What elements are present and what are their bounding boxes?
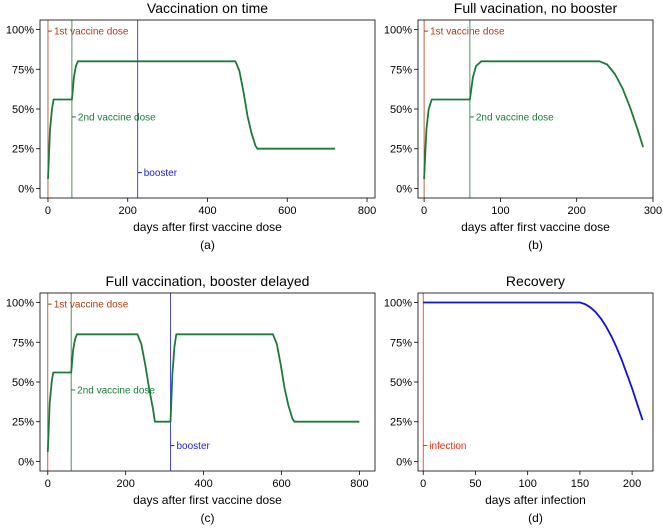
x-tick-label: 600 <box>272 478 290 490</box>
x-tick-label: 400 <box>198 205 216 217</box>
series-line <box>423 60 644 179</box>
chart-title: Full vacination, no booster <box>454 0 618 16</box>
y-tick-label: 25% <box>390 417 412 429</box>
y-tick-label: 100% <box>384 298 412 310</box>
chart-title: Recovery <box>506 273 565 289</box>
x-axis-label: days after first vaccine dose <box>133 220 282 234</box>
x-tick-label: 200 <box>623 478 641 490</box>
y-tick-label: 0% <box>18 456 34 468</box>
y-tick-label: 25% <box>390 144 412 156</box>
x-axis-label: days after infection <box>485 493 586 507</box>
chart-panel-1: Full vacination, no booster 1st vaccine d… <box>384 0 662 252</box>
y-tick-label: 0% <box>396 456 412 468</box>
y-tick-label: 100% <box>6 25 34 37</box>
y-tick-label: 25% <box>12 417 34 429</box>
y-tick-label: 100% <box>384 25 412 37</box>
y-tick-label: 50% <box>390 104 412 116</box>
x-axis-label: days after first vaccine dose <box>461 220 610 234</box>
chart-panel-0: Vaccination on time 1st vaccine dose 2nd v… <box>6 0 376 252</box>
marker-label: booster <box>144 168 178 179</box>
y-tick-label: 50% <box>390 377 412 389</box>
panel-label: (b) <box>528 238 543 252</box>
x-tick-label: 50 <box>469 478 481 490</box>
y-tick-label: 75% <box>390 337 412 349</box>
marker-label: 1st vaccine dose <box>54 300 129 311</box>
panel-label: (a) <box>200 238 215 252</box>
series-line <box>47 60 336 179</box>
chart-panel-2: Full vaccination, booster delayed 1st vac… <box>6 273 376 525</box>
chart-title: Vaccination on time <box>147 0 268 16</box>
y-tick-label: 75% <box>12 64 34 76</box>
x-tick-label: 100 <box>491 205 509 217</box>
x-tick-label: 0 <box>420 478 426 490</box>
x-tick-label: 600 <box>278 205 296 217</box>
x-tick-label: 0 <box>45 205 51 217</box>
plot-frame <box>417 19 654 199</box>
marker-label: infection <box>429 441 466 452</box>
y-tick-label: 75% <box>12 337 34 349</box>
y-tick-label: 50% <box>12 104 34 116</box>
marker-label: 2nd vaccine dose <box>78 112 156 123</box>
x-tick-label: 200 <box>119 205 137 217</box>
marker-label: 1st vaccine dose <box>430 27 505 38</box>
chart-title: Full vaccination, booster delayed <box>106 273 310 289</box>
x-axis-label: days after first vaccine dose <box>133 493 282 507</box>
y-tick-label: 0% <box>18 183 34 195</box>
x-tick-label: 0 <box>421 205 427 217</box>
x-tick-label: 150 <box>571 478 589 490</box>
plot-frame <box>39 19 376 199</box>
panel-label: (d) <box>528 511 543 525</box>
x-tick-label: 200 <box>568 205 586 217</box>
series-line <box>423 301 644 421</box>
series-line <box>46 333 360 452</box>
x-tick-label: 800 <box>350 478 368 490</box>
y-tick-label: 50% <box>12 377 34 389</box>
x-tick-label: 400 <box>194 478 212 490</box>
x-tick-label: 0 <box>45 478 51 490</box>
y-tick-label: 0% <box>396 183 412 195</box>
x-tick-label: 800 <box>358 205 376 217</box>
panel-label: (c) <box>201 511 215 525</box>
x-tick-label: 100 <box>518 478 536 490</box>
marker-label: 1st vaccine dose <box>54 27 129 38</box>
y-tick-label: 100% <box>6 298 34 310</box>
marker-label: 2nd vaccine dose <box>476 112 554 123</box>
x-tick-label: 200 <box>117 478 135 490</box>
marker-label: booster <box>176 441 210 452</box>
marker-label: 2nd vaccine dose <box>77 385 155 396</box>
y-tick-label: 25% <box>12 144 34 156</box>
x-tick-label: 300 <box>644 205 662 217</box>
chart-panel-3: Recovery infection 0% 25% 50% 75% 100% 0 50 100 15… <box>384 273 654 525</box>
y-tick-label: 75% <box>390 64 412 76</box>
